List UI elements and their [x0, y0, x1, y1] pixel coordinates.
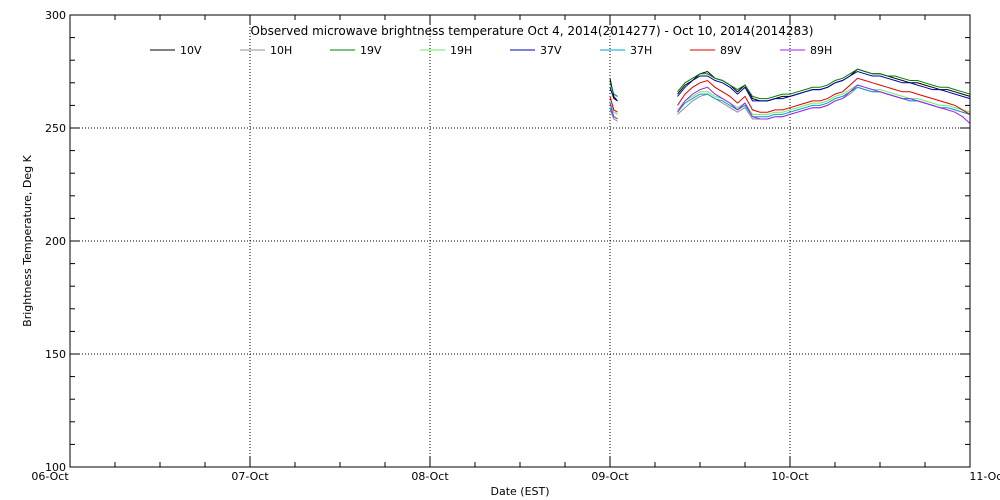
x-tick-label: 10-Oct [771, 470, 809, 483]
legend-label-89v: 89V [720, 44, 742, 57]
y-tick-label: 300 [45, 9, 66, 22]
series-line-10v [609, 78, 618, 102]
legend-label-10h: 10H [270, 44, 292, 57]
series-line-37v [677, 70, 971, 102]
chart-title: Observed microwave brightness temperatur… [251, 24, 814, 38]
x-tick-label: 08-Oct [411, 470, 449, 483]
series-line-10h [609, 109, 618, 122]
legend-label-37v: 37V [540, 44, 562, 57]
x-tick-label: 09-Oct [591, 470, 629, 483]
legend-label-19v: 19V [360, 44, 382, 57]
axis-ticks [69, 14, 971, 468]
series-line-89h [677, 84, 971, 124]
legend: 10V 10H 19V 19H 37V 37H 89V 89H [150, 44, 832, 57]
y-axis-label: Brightness Temperature, Deg K [21, 154, 34, 326]
y-tick-label: 250 [45, 122, 66, 135]
series-line-89v [609, 96, 618, 113]
tick-labels: 100 150 200 250 300 06-Oct 07-Oct 08-Oct 09-Oct 1… [31, 9, 1000, 483]
series-lines [609, 68, 971, 124]
series-line-89v [677, 77, 971, 115]
y-tick-label: 200 [45, 235, 66, 248]
x-tick-label: 11-Oct [969, 470, 1000, 483]
legend-label-10v: 10V [180, 44, 202, 57]
legend-label-37h: 37H [630, 44, 652, 57]
x-tick-label: 07-Oct [231, 470, 269, 483]
series-line-19v [677, 68, 971, 100]
legend-label-19h: 19H [450, 44, 472, 57]
series-line-89h [609, 102, 618, 120]
legend-label-89h: 89H [810, 44, 832, 57]
series-line-37v [609, 87, 618, 102]
y-tick-label: 100 [45, 461, 66, 474]
y-tick-label: 150 [45, 348, 66, 361]
series-line-19h [609, 100, 618, 115]
x-tick-label: 06-Oct [31, 470, 69, 483]
series-line-19v [609, 82, 618, 97]
x-axis-label: Date (EST) [490, 485, 549, 498]
series-line-10v [677, 68, 971, 102]
grid-lines [70, 15, 970, 467]
